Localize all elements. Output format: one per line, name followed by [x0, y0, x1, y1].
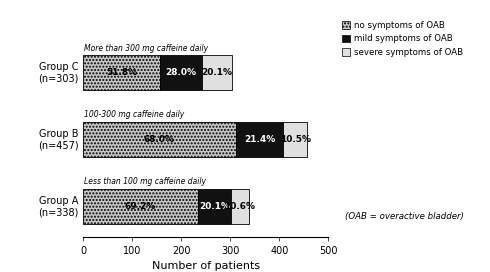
Text: 51.8%: 51.8%	[106, 68, 137, 77]
Text: 10.5%: 10.5%	[280, 135, 311, 144]
Bar	[202, 55, 232, 90]
Text: More than 300 mg caffeine daily: More than 300 mg caffeine daily	[84, 44, 208, 52]
Text: (OAB = overactive bladder): (OAB = overactive bladder)	[345, 212, 465, 221]
Text: 21.4%: 21.4%	[244, 135, 275, 144]
Text: 69.2%: 69.2%	[125, 202, 156, 211]
Text: 68.0%: 68.0%	[144, 135, 175, 144]
Text: 100-300 mg caffeine daily: 100-300 mg caffeine daily	[84, 110, 184, 119]
Bar	[160, 55, 202, 90]
Bar	[231, 189, 249, 224]
Text: 20.1%: 20.1%	[199, 202, 230, 211]
Bar	[83, 189, 198, 224]
Text: 20.1%: 20.1%	[201, 68, 232, 77]
Bar	[236, 122, 284, 157]
Text: Less than 100 mg caffeine daily: Less than 100 mg caffeine daily	[84, 177, 206, 186]
Bar	[83, 122, 236, 157]
X-axis label: Number of patients: Number of patients	[152, 261, 260, 271]
Text: 10.6%: 10.6%	[224, 202, 255, 211]
Bar	[284, 122, 307, 157]
Legend: no symptoms of OAB, mild symptoms of OAB, severe symptoms of OAB: no symptoms of OAB, mild symptoms of OAB…	[340, 19, 465, 59]
Bar	[198, 189, 231, 224]
Text: 28.0%: 28.0%	[166, 68, 196, 77]
Bar	[83, 55, 160, 90]
